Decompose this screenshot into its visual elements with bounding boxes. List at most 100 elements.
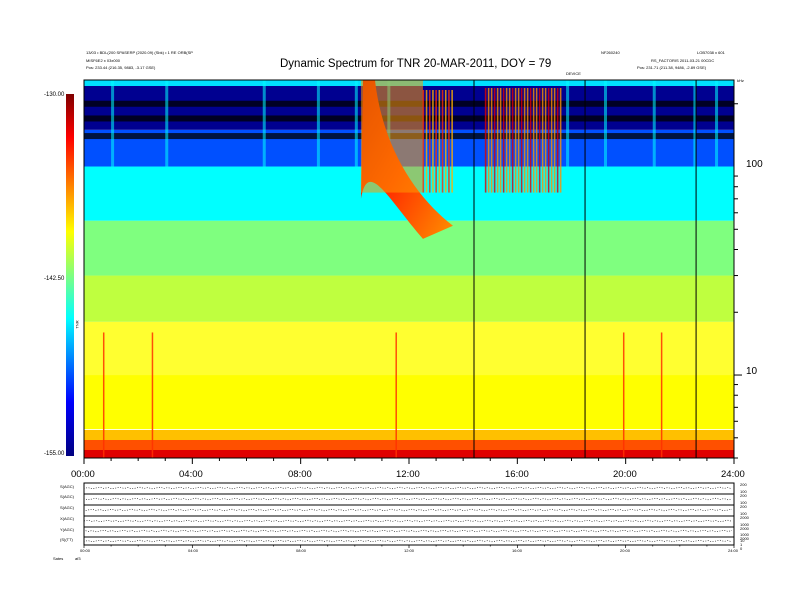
y-tick-10: 10 [746, 366, 758, 377]
subpanel-trace [83, 486, 733, 490]
burst-activity [511, 88, 514, 193]
x-tick-3: 12:00 [396, 469, 420, 480]
burst-activity [529, 88, 532, 193]
burst-activity [526, 88, 529, 193]
burst-activity [448, 90, 450, 193]
header-left-line2: MISF6E2 x 03x000 [86, 58, 121, 63]
burst-activity [550, 88, 553, 193]
burst-activity [438, 90, 441, 193]
spectrum-spike [151, 332, 154, 458]
sub-row-label-3: S(AGC) [60, 505, 74, 510]
spectrum-spike [622, 332, 625, 458]
burst-activity [451, 90, 453, 193]
sub-x-tick: 16:00 [512, 548, 523, 553]
spectrum-streak [693, 80, 697, 187]
sub-right-tick: 1 [740, 542, 743, 547]
burst-activity [544, 88, 547, 193]
burst-activity [547, 88, 550, 193]
spectrum-streak [354, 80, 358, 187]
sub-right-tick: 0 [740, 546, 743, 551]
burst-activity [428, 90, 431, 193]
burst-activity [505, 88, 508, 193]
sub-right-tick: 200 [740, 504, 747, 509]
burst-activity [496, 88, 499, 193]
spectrum-band [84, 275, 734, 322]
burst-activity [432, 90, 434, 193]
burst-activity [493, 88, 496, 193]
sub-row-label-4: X(AGC) [60, 516, 74, 521]
colorbar-tick-mid: -142.50 [44, 276, 65, 282]
subpanel-trace [83, 539, 733, 543]
sub-row-label-1: S(AGC) [60, 484, 74, 489]
colorbar-tick-top: -130.00 [44, 92, 65, 98]
burst-activity [499, 88, 502, 193]
header-right-line1: LOB7038 x 601 [697, 50, 725, 55]
sub-x-tick: 20:00 [620, 548, 631, 553]
y-tick-100: 100 [746, 159, 763, 170]
header-right-line2: RS_FACTORIS 2011-03-21 00CDC [651, 58, 715, 63]
radio-burst-glow [360, 80, 423, 193]
header-center-right: NF260240 [601, 50, 620, 55]
spectrum-spike [102, 332, 105, 458]
burst-activity [490, 88, 493, 193]
burst-activity [553, 88, 556, 193]
burst-activity [556, 88, 559, 193]
sub-x-tick: 04:00 [188, 548, 199, 553]
header-left-line1: 13/03 • BDL(200 SPASERP (2020.09) (Sbk) … [86, 50, 193, 55]
x-tick-5: 20:00 [613, 469, 637, 480]
spectrum-band [84, 375, 734, 430]
burst-activity [520, 88, 523, 193]
spectrum-streak [111, 80, 115, 187]
time-series-subpanel [83, 482, 735, 548]
burst-activity [517, 88, 520, 193]
burst-activity [484, 88, 487, 193]
burst-activity [514, 88, 517, 193]
sub-right-tick: 2000 [740, 526, 749, 531]
x-tick-2: 08:00 [288, 469, 312, 480]
x-tick-1: 04:00 [179, 469, 203, 480]
sub-x-tick: 00:00 [80, 548, 91, 553]
sub-x-tick: 08:00 [296, 548, 307, 553]
sub-right-tick: 1000 [740, 532, 749, 537]
sub-right-tick: 2000 [740, 536, 749, 541]
spectrum-band [84, 220, 734, 276]
spectrum-streak [652, 80, 656, 187]
burst-activity [441, 90, 444, 193]
sub-x-tick: 24:00 [728, 548, 739, 553]
x-tick-4: 16:00 [505, 469, 529, 480]
subpanel-trace [83, 519, 733, 523]
burst-activity [541, 88, 544, 193]
header-right-line3: Pos: 231.71 (211.38, 9486, -2.89 GSE) [637, 65, 707, 70]
spectrogram-plot [83, 79, 742, 464]
sub-right-tick: 100 [740, 511, 747, 516]
burst-activity [538, 88, 541, 193]
burst-activity [444, 90, 447, 193]
burst-activity [425, 90, 428, 193]
spectrum-spike [395, 332, 397, 458]
header-mid-small: DEVICE [566, 71, 581, 76]
colorbar-tick-bottom: -155.00 [44, 451, 65, 457]
sub-footer-value: af3 [75, 556, 81, 561]
sub-right-tick: 200 [740, 493, 747, 498]
sub-x-tick: 12:00 [404, 548, 415, 553]
spectrum-floor-band [84, 430, 734, 440]
burst-activity [535, 88, 538, 193]
burst-activity [435, 90, 437, 193]
sub-footer-label: Sates [53, 556, 64, 561]
sub-right-tick: 10 [740, 538, 745, 543]
spectrum-band [84, 321, 734, 376]
spectrum-streak [604, 80, 607, 187]
x-tick-6: 24:00 [721, 469, 745, 480]
spectrum-streak [316, 80, 320, 187]
header-left-line3: Pos: 233.44 (216.35, 9883, -3.17 GSE) [86, 65, 156, 70]
burst-activity [523, 88, 526, 193]
sub-right-tick: 2000 [740, 515, 749, 520]
spectrum-streak [566, 80, 570, 187]
sub-right-tick: 1000 [740, 522, 749, 527]
sub-right-tick: 100 [740, 500, 747, 505]
header-corner-unit: kHz [737, 78, 744, 83]
burst-activity [532, 88, 535, 193]
subpanel-trace [83, 497, 733, 501]
chart-title: Dynamic Spectrum for TNR 20-MAR-2011, DO… [280, 58, 552, 70]
